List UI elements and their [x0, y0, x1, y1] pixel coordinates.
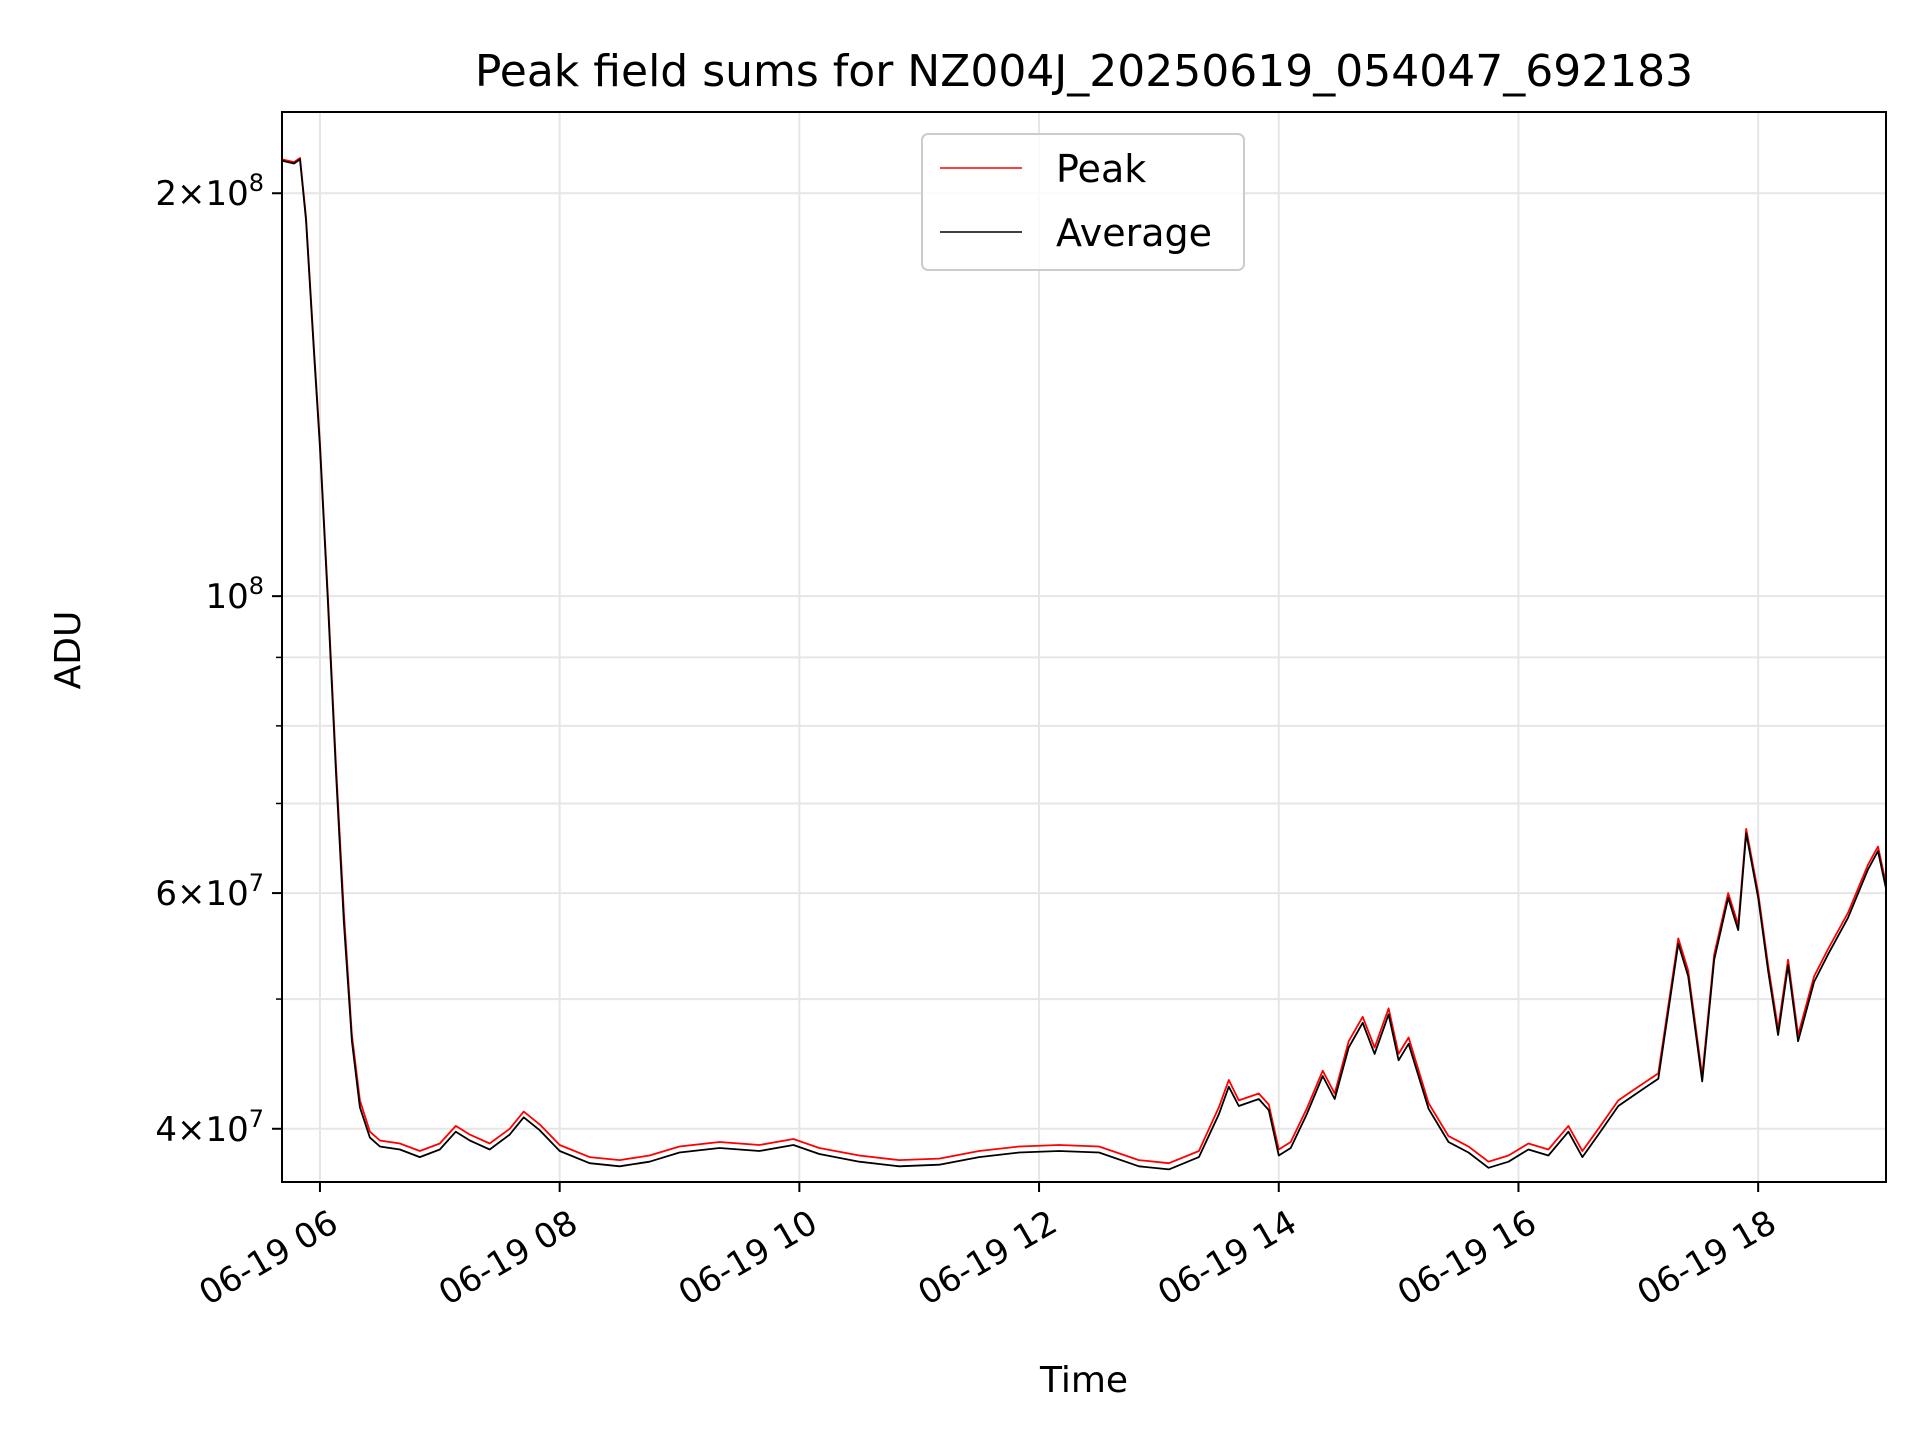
y-tick-label: 2×108 [155, 169, 264, 214]
legend-label-average: Average [1056, 211, 1212, 255]
legend-label-peak: Peak [1056, 147, 1146, 191]
chart-title: Peak field sums for NZ004J_20250619_0540… [475, 46, 1693, 97]
x-axis-title: Time [1039, 1360, 1128, 1401]
legend: Peak Average [921, 133, 1245, 271]
series-line-peak [282, 157, 1886, 1165]
plot-frame [281, 111, 1887, 1183]
series-group [282, 157, 1886, 1171]
series-lines [282, 157, 1886, 1171]
y-tick-label: 6×107 [155, 869, 264, 914]
y-tick-label: 4×107 [155, 1105, 264, 1150]
y-tick-label: 108 [205, 572, 264, 617]
series-line-average [282, 158, 1886, 1171]
y-axis-title: ADU [48, 611, 89, 690]
